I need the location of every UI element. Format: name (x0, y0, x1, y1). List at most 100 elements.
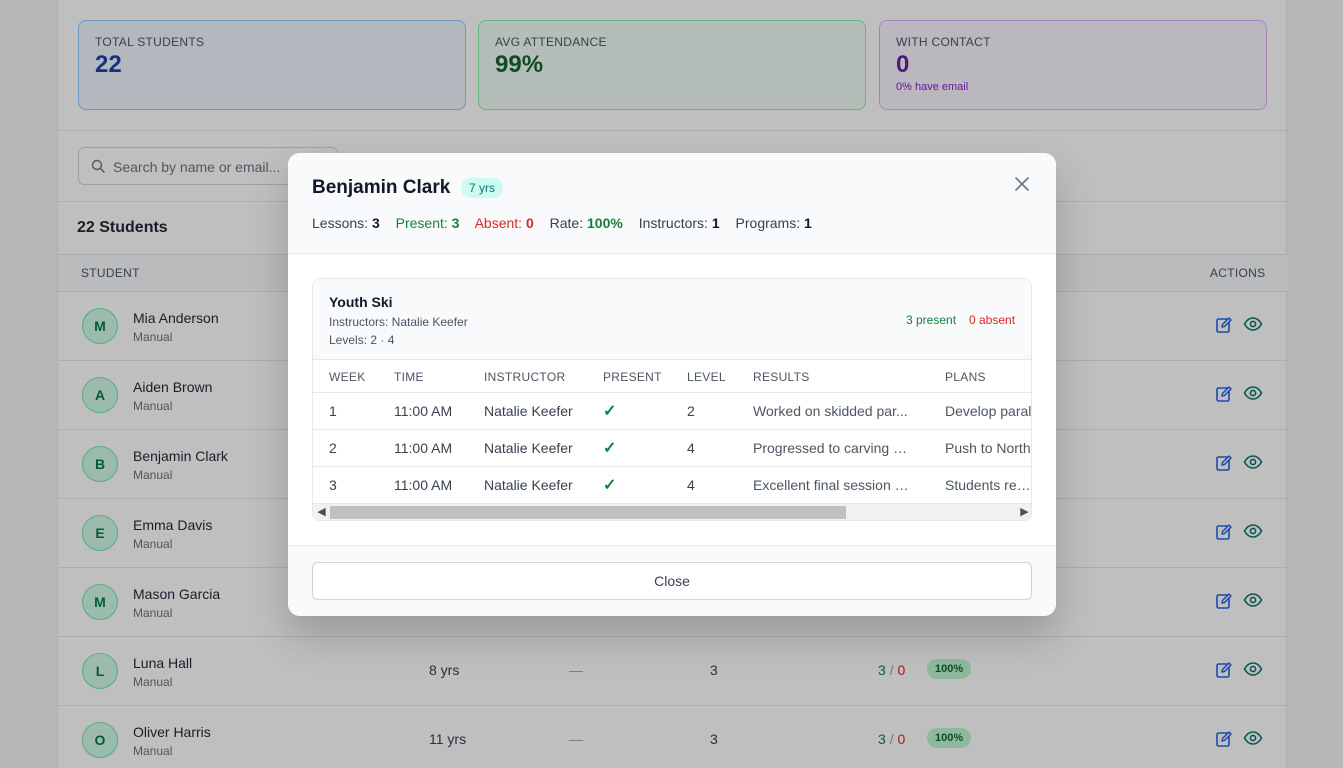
avg-attendance-label: AVG ATTENDANCE (495, 35, 607, 49)
student-age: 8 yrs (429, 662, 460, 678)
with-contact-card: WITH CONTACT 0 0% have email (879, 20, 1267, 110)
program-levels: Levels: 2 · 4 (329, 333, 395, 347)
attendance-rate-badge: 100% (927, 659, 972, 679)
student-contact: — (569, 662, 583, 678)
student-source: Manual (133, 468, 173, 482)
avatar: O (82, 722, 118, 758)
stat-absent: Absent: 0 (474, 215, 534, 231)
lesson-results: Worked on skidded par... (753, 403, 908, 419)
modal-student-name: Benjamin Clark (312, 177, 451, 198)
divider (58, 130, 1288, 131)
modal-header: Benjamin Clark 7 yrs Lessons: 3 Present:… (288, 153, 1056, 254)
student-name: Mason Garcia (133, 586, 221, 602)
modal-footer: Close (288, 545, 1056, 616)
stats-cards: TOTAL STUDENTS 22 AVG ATTENDANCE 99% WIT… (78, 20, 1268, 110)
column-header-present: PRESENT (603, 370, 662, 384)
student-lessons: 3 (710, 731, 718, 747)
total-students-value: 22 (95, 51, 122, 78)
student-source: Manual (133, 537, 173, 551)
column-header-plans: PLANS (945, 370, 986, 384)
horizontal-scrollbar[interactable]: ◀ ▶ (313, 504, 1031, 520)
student-name: Oliver Harris (133, 724, 211, 740)
avatar: E (82, 515, 118, 551)
scroll-right-icon[interactable]: ▶ (1020, 506, 1029, 518)
student-source: Manual (133, 744, 173, 758)
eye-icon[interactable] (1243, 730, 1263, 751)
student-present-absent: 3 / 0 (878, 662, 906, 678)
student-detail-modal: Benjamin Clark 7 yrs Lessons: 3 Present:… (288, 153, 1056, 616)
student-contact: — (569, 731, 583, 747)
edit-icon[interactable] (1215, 316, 1233, 339)
eye-icon[interactable] (1243, 385, 1263, 406)
lesson-time: 11:00 AM (394, 403, 453, 419)
table-row: O Oliver Harris Manual 11 yrs — 3 3 / 0 100% (58, 706, 1288, 768)
avatar: M (82, 584, 118, 620)
eye-icon[interactable] (1243, 592, 1263, 613)
search-input[interactable] (113, 156, 323, 178)
scrollbar-thumb[interactable] (330, 506, 846, 519)
stat-rate: Rate: 100% (549, 215, 623, 231)
lesson-week: 1 (329, 403, 337, 419)
column-header-level: LEVEL (687, 370, 726, 384)
close-icon[interactable] (1012, 174, 1032, 194)
program-instructors: Instructors: Natalie Keefer (329, 315, 468, 329)
close-button[interactable]: Close (312, 562, 1032, 600)
lesson-plans: Develop paral (945, 403, 1032, 419)
eye-icon[interactable] (1243, 523, 1263, 544)
lessons-table-header: WEEK TIME INSTRUCTOR PRESENT LEVEL RESUL… (313, 360, 1031, 393)
avg-attendance-card: AVG ATTENDANCE 99% (478, 20, 866, 110)
lesson-row: 2 11:00 AM Natalie Keefer ✓ 4 Progressed to c… (313, 430, 1031, 467)
table-row: M Mason Garcia Manual (58, 568, 1288, 637)
attendance-rate-badge: 100% (927, 728, 972, 748)
table-row: L Luna Hall Manual 8 yrs — 3 3 / 0 100% (58, 637, 1288, 706)
avatar: M (82, 308, 118, 344)
edit-icon[interactable] (1215, 523, 1233, 546)
avatar: B (82, 446, 118, 482)
avatar: A (82, 377, 118, 413)
column-header-instructor: INSTRUCTOR (484, 370, 566, 384)
total-students-label: TOTAL STUDENTS (95, 35, 205, 49)
eye-icon[interactable] (1243, 454, 1263, 475)
edit-icon[interactable] (1215, 661, 1233, 684)
lesson-level: 4 (687, 477, 695, 493)
column-header-actions: ACTIONS (1210, 266, 1266, 280)
lesson-instructor: Natalie Keefer (484, 403, 573, 419)
student-source: Manual (133, 675, 173, 689)
lesson-time: 11:00 AM (394, 440, 453, 456)
program-card-header: Youth Ski Instructors: Natalie Keefer Le… (313, 279, 1031, 360)
program-present-count: 3 present (906, 313, 957, 327)
edit-icon[interactable] (1215, 385, 1233, 408)
check-icon: ✓ (603, 403, 617, 420)
edit-icon[interactable] (1215, 592, 1233, 615)
lesson-level: 4 (687, 440, 695, 456)
student-source: Manual (133, 606, 173, 620)
with-contact-sub: 0% have email (896, 81, 969, 93)
lesson-week: 3 (329, 477, 337, 493)
lesson-instructor: Natalie Keefer (484, 477, 573, 493)
lesson-row: 1 11:00 AM Natalie Keefer ✓ 2 Worked on skidd… (313, 393, 1032, 430)
column-header-time: TIME (394, 370, 424, 384)
check-icon: ✓ (603, 477, 617, 494)
stat-lessons: Lessons: 3 (312, 215, 380, 231)
eye-icon[interactable] (1243, 661, 1263, 682)
scroll-left-icon[interactable]: ◀ (317, 506, 326, 518)
lesson-time: 11:00 AM (394, 477, 453, 493)
lesson-week: 2 (329, 440, 337, 456)
lesson-plans: Students ready (945, 477, 1032, 493)
student-present-absent: 3 / 0 (878, 731, 906, 747)
edit-icon[interactable] (1215, 730, 1233, 753)
students-page: TOTAL STUDENTS 22 AVG ATTENDANCE 99% WIT… (57, 0, 1288, 768)
edit-icon[interactable] (1215, 454, 1233, 477)
lesson-results: Progressed to carving b... (753, 440, 911, 456)
lesson-plans: Push to North (945, 440, 1031, 456)
modal-age-badge: 7 yrs (461, 178, 504, 198)
check-icon: ✓ (603, 440, 617, 457)
eye-icon[interactable] (1243, 316, 1263, 337)
student-name: Aiden Brown (133, 379, 213, 395)
column-header-student: STUDENT (81, 266, 140, 280)
lesson-results: Excellent final session a... (753, 477, 911, 493)
student-lessons: 3 (710, 662, 718, 678)
stat-programs: Programs: 1 (735, 215, 812, 231)
student-source: Manual (133, 330, 173, 344)
column-header-week: WEEK (329, 370, 366, 384)
